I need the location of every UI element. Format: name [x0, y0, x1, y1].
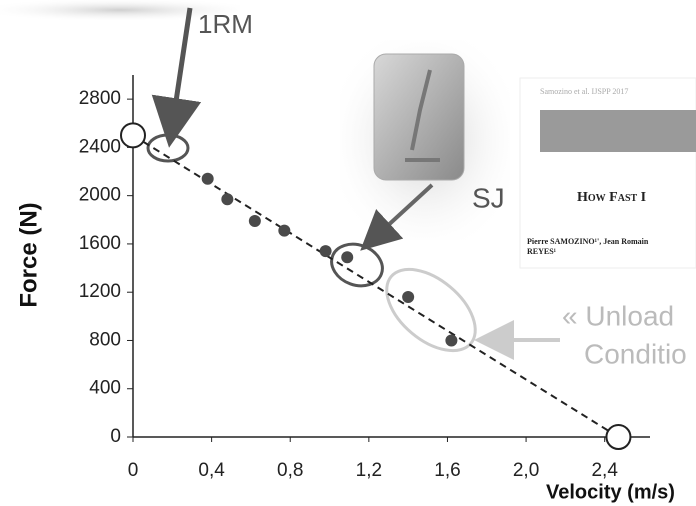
x-tick-label: 1,2: [356, 460, 382, 481]
x-tick-label: 0: [128, 460, 139, 481]
x-tick-label: 2,0: [513, 460, 539, 481]
x-tick-label: 2,4: [591, 460, 618, 481]
data-point: [402, 291, 414, 303]
paper-header: Samozino et al. IJSPP 2017: [540, 87, 628, 96]
y-tick-label: 2800: [79, 88, 121, 109]
x-axis-label: Velocity (m/s): [546, 481, 675, 503]
annotation: SJ: [472, 182, 505, 213]
y-tick-label: 0: [110, 426, 121, 447]
y-tick-label: 2000: [79, 185, 121, 206]
data-point: [221, 193, 233, 205]
data-point: [278, 225, 290, 237]
x-tick-label: 0,4: [198, 460, 225, 481]
data-point: [249, 215, 261, 227]
y-tick-label: 1200: [79, 281, 121, 302]
paper-authors: REYES¹: [527, 247, 557, 256]
paper-title: How Fast I: [577, 190, 646, 205]
y-tick-label: 1600: [79, 233, 121, 254]
data-point: [202, 173, 214, 185]
y-axis-label: Force (N): [15, 202, 42, 307]
y-tick-label: 800: [89, 329, 121, 350]
data-point: [320, 245, 332, 257]
intercept-marker: [606, 425, 630, 449]
data-point: [445, 334, 457, 346]
data-point: [341, 251, 353, 263]
y-tick-label: 2400: [79, 136, 121, 157]
annotation: 1RM: [198, 9, 253, 39]
page: Samozino et al. IJSPP 2017 How Fast I Pi…: [0, 0, 696, 506]
paper-authors: Pierre SAMOZINO¹', Jean Romain: [527, 237, 649, 246]
annotation: Conditio: [584, 338, 687, 369]
chart: Samozino et al. IJSPP 2017 How Fast I Pi…: [0, 0, 696, 506]
x-tick-label: 1,6: [434, 460, 460, 481]
paper-banner: [540, 110, 696, 152]
annotation: « Unload: [562, 300, 674, 331]
x-tick-label: 0,8: [277, 460, 303, 481]
intercept-marker: [121, 123, 145, 147]
highlight-ellipse: [372, 254, 490, 367]
highlight-ellipse: [326, 237, 389, 292]
y-tick-label: 400: [89, 378, 121, 399]
arrow: [172, 8, 190, 128]
